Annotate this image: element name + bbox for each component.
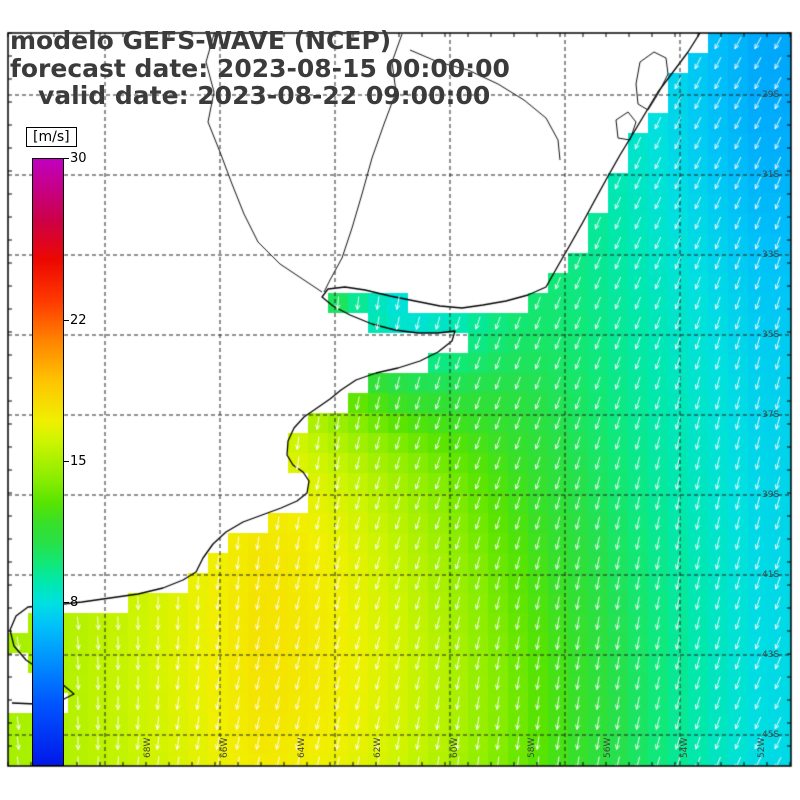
longitude-label: 66W <box>220 737 230 758</box>
valid-date-line: valid date: 2023-08-22 09:00:00 <box>38 81 491 110</box>
latitude-label: 37S <box>762 410 780 420</box>
forecast-date-line: forecast date: 2023-08-15 00:00:00 <box>10 54 510 83</box>
colorbar-tick-mark <box>63 602 69 604</box>
colorbar-tick-mark <box>63 319 69 321</box>
colorbar-tick-label: 8 <box>70 595 79 611</box>
latitude-label: 45S <box>762 730 780 740</box>
colorbar-tick-mark <box>63 158 69 159</box>
colorbar-tick-label: 22 <box>70 312 87 328</box>
latitude-label: 35S <box>762 330 780 340</box>
longitude-label: 62W <box>373 737 383 758</box>
colorbar <box>32 158 64 766</box>
colorbar-unit-label: [m/s] <box>26 127 77 147</box>
longitude-label: 54W <box>680 737 690 758</box>
colorbar-tick-label: 30 <box>70 151 87 166</box>
longitude-label: 58W <box>527 737 537 758</box>
latitude-label: 31S <box>762 170 780 180</box>
latitude-label: 41S <box>762 570 780 580</box>
latitude-label: 39S <box>762 490 780 500</box>
longitude-label: 64W <box>297 737 307 758</box>
latitude-label: 33S <box>762 250 780 260</box>
colorbar-tick-label: 15 <box>70 454 87 469</box>
latitude-label: 43S <box>762 650 780 660</box>
model-title: modelo GEFS-WAVE (NCEP) <box>10 26 392 55</box>
latitude-label: 29S <box>762 90 780 100</box>
longitude-label: 52W <box>757 737 767 758</box>
longitude-label: 60W <box>450 737 460 758</box>
longitude-label: 56W <box>603 737 613 758</box>
longitude-label: 68W <box>143 737 153 758</box>
colorbar-tick-mark <box>63 461 69 462</box>
